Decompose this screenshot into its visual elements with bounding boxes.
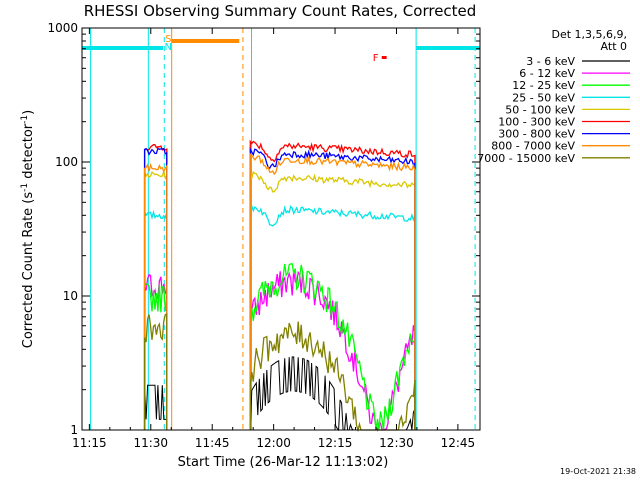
legend-label-5: 100 - 300 keV (498, 116, 575, 129)
x-tick-label-6: 12:45 (441, 436, 476, 450)
y-axis: 1 10 100 1000 (47, 21, 480, 437)
x-tick-label-4: 12:15 (318, 436, 353, 450)
series-line-4 (143, 169, 416, 430)
x-axis-label: Start Time (26-Mar-12 11:13:02) (178, 455, 389, 470)
series-line-6 (143, 146, 416, 430)
y-tick-label-2: 100 (55, 155, 78, 169)
legend-label-4: 50 - 100 keV (505, 103, 575, 116)
y-tick-label-0: 1 (70, 423, 78, 437)
series-line-1 (143, 270, 416, 432)
legend-header-attenuator: Att 0 (601, 40, 627, 53)
series-line-2 (143, 263, 416, 431)
flag-n: N (165, 42, 172, 53)
flag-f: F (373, 53, 379, 64)
y-tick-label-3: 1000 (47, 21, 78, 35)
legend-header-detectors: Det 1,3,5,6,9, (551, 28, 627, 41)
y-tick-label-1: 10 (63, 289, 78, 303)
series-line-3 (143, 205, 416, 430)
legend-label-8: 7000 - 15000 keV (477, 152, 575, 165)
legend-label-1: 6 - 12 keV (519, 67, 575, 80)
plot-area: SN F (82, 28, 480, 433)
plot-frame (81, 27, 481, 431)
legend-label-7: 800 - 7000 keV (491, 140, 575, 153)
y-axis-label: Corrected Count Rate (s-1 detector-1) (20, 110, 36, 348)
x-axis: 11:15 11:30 11:45 12:00 12:15 12:30 12:45 (72, 28, 475, 450)
generation-timestamp: 19-Oct-2021 21:38 (560, 467, 636, 476)
x-tick-label-0: 11:15 (72, 436, 107, 450)
chart-title: RHESSI Observing Summary Count Rates, Co… (84, 2, 477, 20)
series-line-7 (143, 152, 416, 430)
legend-label-0: 3 - 6 keV (526, 55, 575, 68)
flag-s: S (165, 34, 171, 45)
x-tick-label-3: 12:00 (256, 436, 291, 450)
legend-label-6: 300 - 800 keV (498, 128, 575, 141)
x-tick-label-5: 12:30 (379, 436, 414, 450)
x-tick-label-1: 11:30 (133, 436, 168, 450)
x-tick-label-2: 11:45 (195, 436, 230, 450)
legend-label-2: 12 - 25 keV (512, 79, 575, 92)
legend-label-3: 25 - 50 keV (512, 91, 575, 104)
flare-flag-bar (381, 56, 387, 59)
